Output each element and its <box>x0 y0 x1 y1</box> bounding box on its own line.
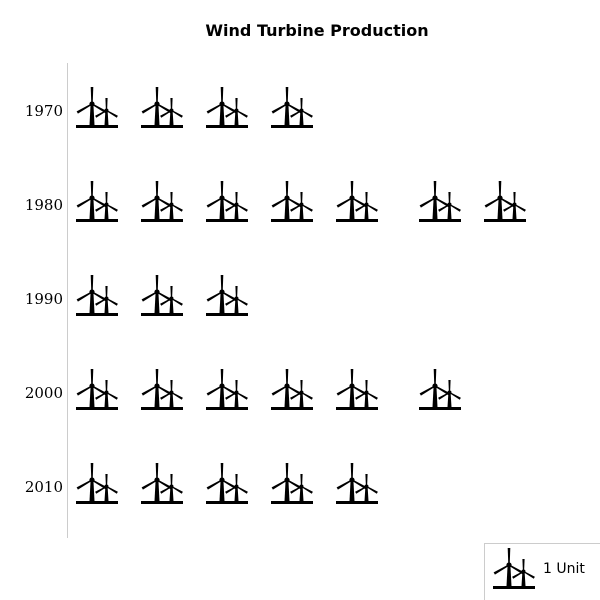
wind-turbine-icon <box>76 463 118 504</box>
row-label-2000: 2000 <box>25 384 63 402</box>
wind-turbine-icon <box>76 369 118 410</box>
row-label-1980: 1980 <box>25 196 63 214</box>
wind-turbine-icon <box>206 369 248 410</box>
wind-turbine-icon <box>336 369 378 410</box>
wind-turbine-icon <box>271 87 313 128</box>
wind-turbine-icon <box>419 369 461 410</box>
wind-turbine-icon <box>484 181 526 222</box>
legend: 1 Unit <box>484 543 600 600</box>
wind-turbine-icon <box>206 181 248 222</box>
row-label-1990: 1990 <box>25 290 63 308</box>
wind-turbine-icon <box>271 463 313 504</box>
wind-turbine-icon <box>206 463 248 504</box>
row-label-1970: 1970 <box>25 102 63 120</box>
wind-turbine-icon <box>336 463 378 504</box>
wind-turbine-icon <box>206 87 248 128</box>
wind-turbine-icon <box>76 87 118 128</box>
wind-turbine-icon <box>76 181 118 222</box>
row-label-2010: 2010 <box>25 478 63 496</box>
wind-turbine-icon <box>141 181 183 222</box>
wind-turbine-icon <box>271 369 313 410</box>
legend-label: 1 Unit <box>543 561 585 577</box>
wind-turbine-icon <box>419 181 461 222</box>
wind-turbine-icon <box>76 275 118 316</box>
wind-turbine-icon <box>206 275 248 316</box>
chart-title: Wind Turbine Production <box>205 21 428 40</box>
legend-box <box>484 543 600 600</box>
wind-turbine-icon <box>336 181 378 222</box>
pictograph-rows: 1970 1980 1990 2000 2010 <box>25 87 526 504</box>
wind-turbine-icon <box>141 369 183 410</box>
wind-turbine-icon <box>271 181 313 222</box>
wind-turbine-icon <box>141 463 183 504</box>
wind-turbine-icon <box>141 275 183 316</box>
wind-turbine-icon <box>141 87 183 128</box>
